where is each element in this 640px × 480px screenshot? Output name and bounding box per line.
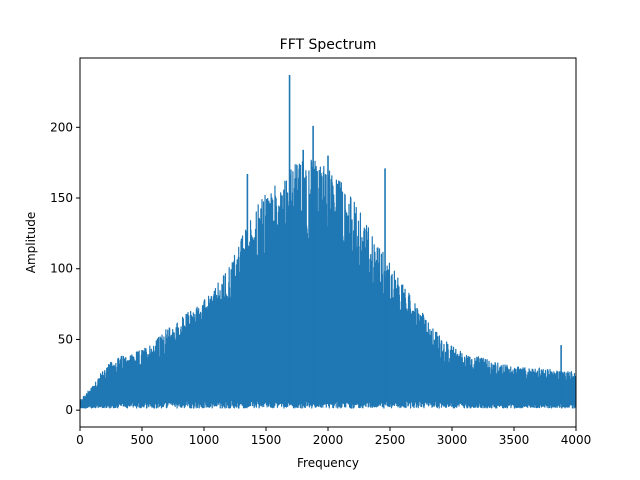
- y-tick-label: 0: [65, 403, 73, 417]
- y-axis-ticks: 0 50 100 150 200: [50, 120, 80, 417]
- x-axis-label: Frequency: [297, 456, 359, 470]
- y-tick-label: 100: [50, 262, 73, 276]
- x-axis-ticks: 0 500 1000 1500 2000 2500 3000 3500 4000: [76, 427, 591, 447]
- x-tick-label: 0: [76, 433, 84, 447]
- x-tick-label: 4000: [561, 433, 592, 447]
- series-layer: [80, 74, 576, 409]
- x-tick-label: 500: [131, 433, 154, 447]
- x-tick-label: 2000: [313, 433, 344, 447]
- x-tick-label: 1000: [189, 433, 220, 447]
- x-tick-label: 3000: [437, 433, 468, 447]
- y-tick-label: 50: [58, 332, 73, 346]
- x-tick-label: 1500: [251, 433, 282, 447]
- y-axis-label: Amplitude: [24, 212, 38, 274]
- y-tick-label: 200: [50, 120, 73, 134]
- x-tick-label: 3500: [499, 433, 530, 447]
- chart-title: FFT Spectrum: [280, 37, 377, 53]
- x-tick-label: 2500: [375, 433, 406, 447]
- plot-area: [79, 57, 577, 428]
- y-tick-label: 150: [50, 191, 73, 205]
